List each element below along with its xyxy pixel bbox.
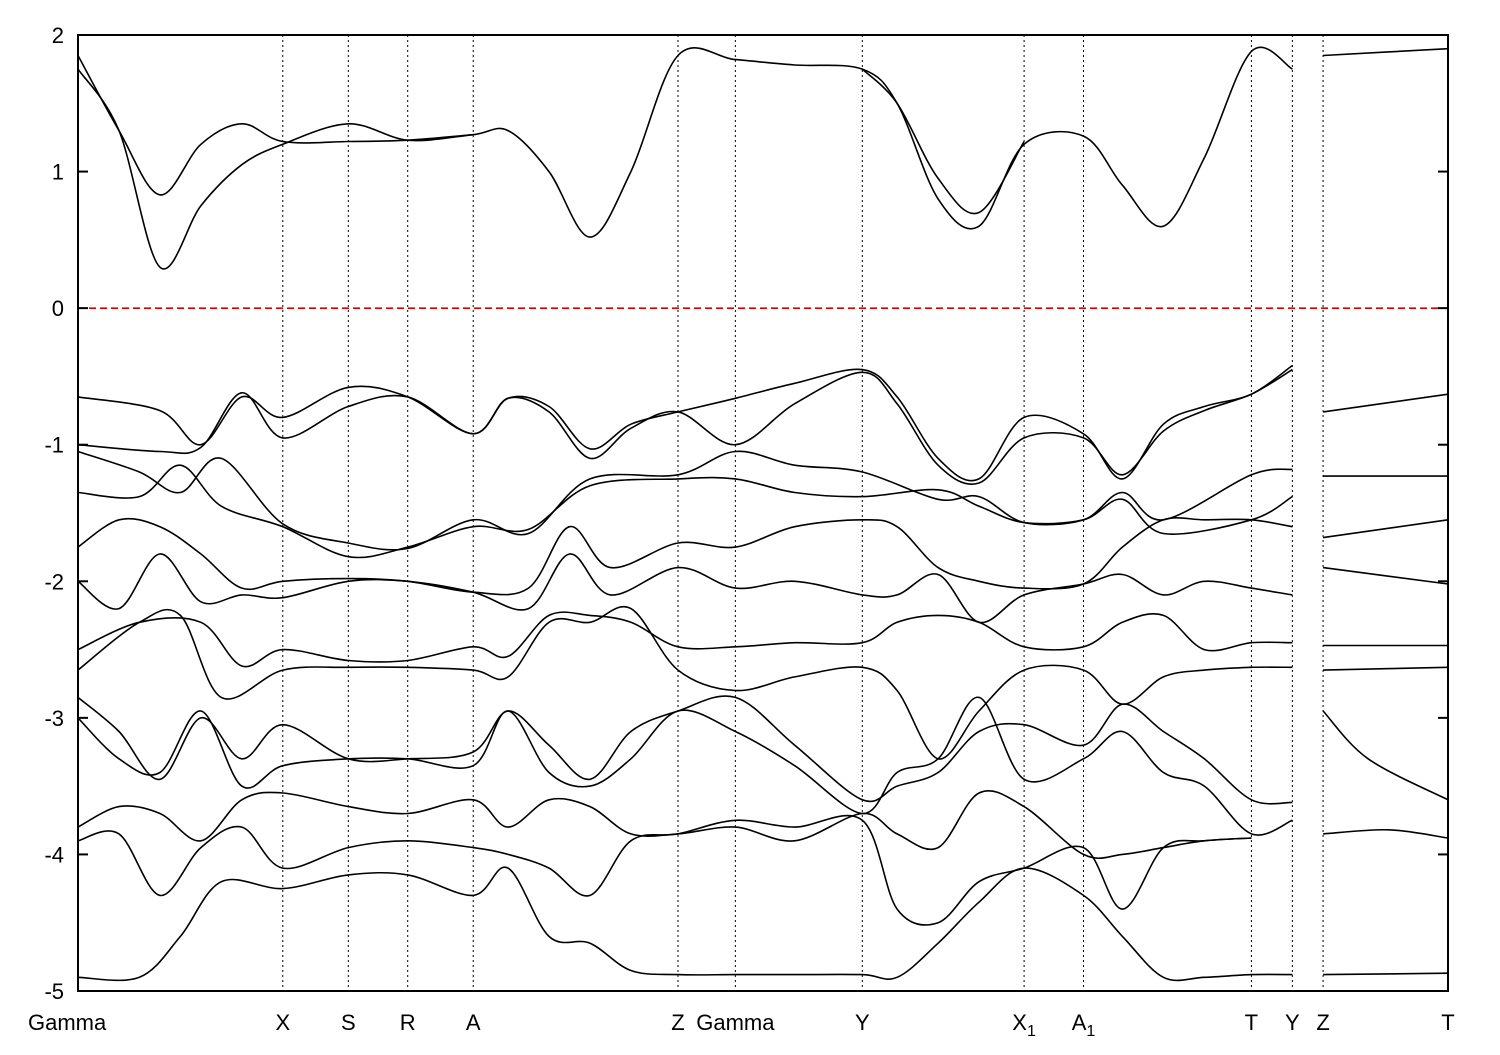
band-layer (77, 46, 1449, 982)
band-line-23 (77, 814, 1252, 926)
band-line-12 (77, 553, 1293, 624)
x-tick-label: S (341, 1010, 356, 1035)
band-line-13 (1322, 566, 1449, 585)
x-tick-label: Y (1285, 1010, 1300, 1035)
band-line-21 (1323, 828, 1449, 839)
band-line-24 (77, 866, 1293, 982)
x-tick-label: Z (671, 1010, 684, 1035)
band-line-25 (1323, 972, 1449, 976)
plot-frame (77, 34, 1449, 992)
band-line-16 (77, 605, 1293, 760)
y-tick-label: 1 (52, 160, 64, 185)
y-tick-label: -1 (44, 433, 64, 458)
band-line-8 (77, 464, 1293, 559)
x-tick-label: T (1245, 1010, 1258, 1035)
x-tick-label: A1 (1072, 1010, 1096, 1040)
y-tick-label: -2 (44, 569, 64, 594)
x-tick-label: Z (1316, 1010, 1329, 1035)
y-axis: 2 1 0 -1 -2 -3 -4 -5 (44, 23, 1448, 1004)
y-tick-label: 2 (52, 23, 64, 48)
band-line-2 (861, 68, 1025, 215)
x-tick-label: X1 (1012, 1010, 1036, 1040)
y-tick-label: -4 (44, 842, 64, 867)
band-line-14 (77, 611, 1293, 668)
x-tick-label: R (400, 1010, 416, 1035)
band-line-20 (77, 696, 1293, 836)
y-tick-label: 0 (52, 296, 64, 321)
x-tick-label: A (466, 1010, 481, 1035)
x-axis: Gamma X S R A Z Gamma Y X1 A1 T Y Z T (28, 1010, 1455, 1040)
x-tick-label: X (275, 1010, 290, 1035)
band-line-19 (1322, 710, 1449, 801)
band-line-6 (1322, 393, 1449, 413)
band-line-18 (77, 695, 1293, 805)
y-tick-label: -3 (44, 706, 64, 731)
x-tick-label: T (1441, 1010, 1454, 1035)
grid-layer (282, 35, 1324, 991)
x-tick-label: Y (855, 1010, 870, 1035)
band-line-17 (1323, 666, 1449, 671)
y-tick-label: -5 (44, 979, 64, 1004)
band-line-22 (77, 789, 1252, 860)
x-tick-label: Gamma (696, 1010, 775, 1035)
band-line-5 (77, 368, 1293, 485)
band-line-7 (77, 450, 1293, 551)
band-line-0 (77, 46, 1293, 270)
band-line-11 (77, 517, 1293, 596)
band-line-1 (77, 55, 474, 196)
band-line-10 (1322, 519, 1449, 539)
x-tick-label: Gamma (28, 1010, 107, 1035)
band-line-3 (1323, 47, 1449, 57)
band-line-4 (77, 364, 1293, 482)
